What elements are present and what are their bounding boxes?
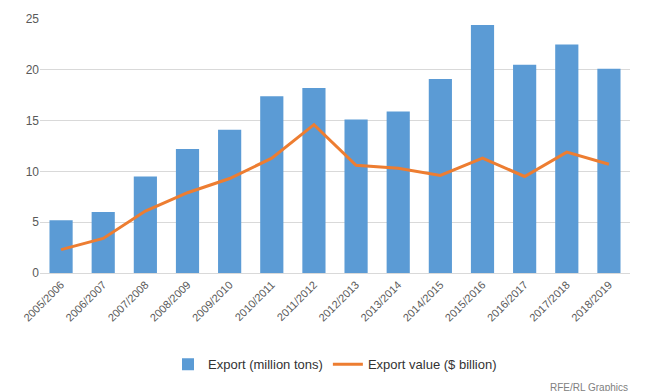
svg-text:2015/2016: 2015/2016 — [443, 279, 488, 324]
svg-text:2009/2010: 2009/2010 — [190, 279, 235, 324]
svg-text:Export (million tons): Export (million tons) — [208, 357, 323, 372]
svg-text:RFE/RL Graphics: RFE/RL Graphics — [550, 382, 628, 391]
svg-text:20: 20 — [26, 63, 40, 77]
svg-text:2007/2008: 2007/2008 — [105, 279, 150, 324]
svg-text:2016/2017: 2016/2017 — [485, 279, 530, 324]
svg-text:2012/2013: 2012/2013 — [316, 279, 361, 324]
svg-text:5: 5 — [32, 215, 39, 229]
svg-text:2006/2007: 2006/2007 — [63, 279, 108, 324]
svg-text:2010/2011: 2010/2011 — [232, 279, 277, 324]
svg-text:15: 15 — [26, 114, 40, 128]
svg-text:2014/2015: 2014/2015 — [400, 279, 445, 324]
svg-text:2017/2018: 2017/2018 — [527, 279, 572, 324]
svg-text:Export value ($ billion): Export value ($ billion) — [368, 357, 497, 372]
svg-text:2005/2006: 2005/2006 — [21, 279, 66, 324]
svg-text:10: 10 — [26, 165, 40, 179]
svg-text:2013/2014: 2013/2014 — [358, 279, 403, 324]
svg-text:25: 25 — [26, 12, 40, 26]
svg-text:2018/2019: 2018/2019 — [569, 279, 614, 324]
svg-text:2008/2009: 2008/2009 — [148, 279, 193, 324]
svg-text:0: 0 — [32, 266, 39, 280]
svg-text:2011/2012: 2011/2012 — [275, 279, 320, 324]
